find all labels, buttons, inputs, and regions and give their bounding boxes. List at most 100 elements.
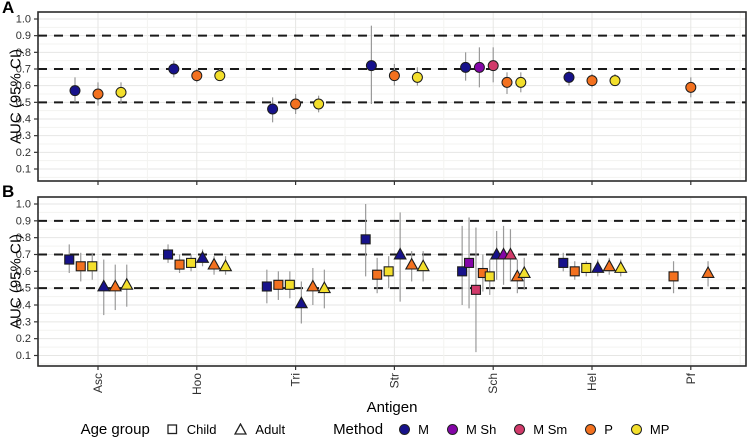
data-point-square (470, 284, 482, 295)
method-legend-label: P (604, 421, 613, 437)
panel-B-border (37, 196, 747, 367)
data-point-circle (388, 70, 400, 82)
x-tick-label-hel: Hel (585, 373, 599, 391)
x-tick-label-hoo: Hoo (190, 373, 204, 395)
data-point-circle (313, 98, 325, 110)
data-point-triangle (393, 247, 407, 260)
data-point-circle (214, 70, 226, 82)
data-point-circle (411, 71, 423, 83)
data-point-square (174, 259, 185, 270)
method-circle-icon (514, 423, 526, 435)
data-point-circle (115, 86, 127, 98)
data-point-square (581, 262, 592, 274)
method-legend-label: M Sh (465, 421, 497, 437)
panel-B-background (38, 197, 746, 366)
data-point-triangle (97, 279, 111, 292)
method-legend-item-m: M (399, 422, 429, 437)
data-point-triangle (517, 265, 531, 278)
y-tick-label: 0.2 (16, 147, 31, 159)
data-point-square (87, 261, 98, 272)
data-point-triangle (591, 260, 605, 273)
data-point-triangle (404, 257, 419, 270)
data-point-square (163, 249, 174, 260)
y-tick-label: 0.5 (16, 97, 31, 109)
y-tick-label: 0.8 (16, 232, 31, 244)
data-point-circle (365, 60, 377, 72)
age-group-legend-label: Adult (255, 421, 286, 437)
x-tick-label-tri: Tri (289, 373, 303, 387)
data-point-circle (487, 60, 499, 72)
data-point-triangle (207, 257, 221, 270)
y-tick-label: 0.4 (16, 300, 31, 312)
age-group-legend-item-adult: Adult (234, 422, 285, 437)
age-group-legend: Age group Child Adult (81, 421, 286, 438)
x-tick-label-sch: Sch (486, 373, 500, 394)
data-point-circle (460, 61, 472, 73)
data-point-circle (92, 88, 104, 100)
data-point-triangle (701, 265, 715, 278)
data-point-triangle (317, 281, 332, 294)
data-point-square (457, 266, 468, 277)
data-point-triangle (195, 250, 210, 263)
method-legend-items: M M Sh M Sm P MP (399, 422, 669, 437)
data-point-circle (168, 63, 180, 75)
legend-row: Age group Child Adult Method M M Sh M Sm P MP (0, 415, 750, 443)
x-tick-label-asc: Asc (91, 373, 105, 393)
x-axis-title: Antigen (366, 399, 418, 416)
data-point-triangle (108, 279, 122, 292)
method-legend-label: MP (649, 421, 670, 437)
y-tick-label: 0.8 (16, 47, 31, 59)
y-tick-label: 0.7 (16, 249, 31, 261)
y-tick-label: 0.9 (16, 30, 31, 42)
panel-A-background (38, 12, 746, 181)
method-legend-label: M Sm (533, 421, 568, 437)
data-point-square (64, 254, 75, 265)
y-tick-label: 0.6 (16, 80, 31, 92)
square-icon (167, 424, 177, 435)
y-tick-label: 0.9 (16, 215, 31, 227)
y-axis-title-panel-b: AUC (95% CI) (7, 233, 25, 330)
data-point-triangle (503, 247, 518, 260)
y-tick-label: 0.4 (16, 114, 31, 126)
method-circle-icon (585, 423, 597, 435)
data-point-square (668, 271, 679, 282)
data-point-circle (267, 103, 279, 115)
method-legend-item-p: P (585, 422, 613, 437)
data-point-circle (473, 61, 485, 73)
data-point-circle (515, 76, 527, 88)
method-legend: Method M M Sh M Sm P MP (333, 421, 669, 438)
panel-A-border (37, 11, 747, 182)
data-point-circle (685, 81, 697, 93)
data-point-square (484, 271, 495, 282)
data-point-square (463, 257, 475, 268)
data-point-square (360, 234, 371, 245)
data-point-triangle (120, 277, 134, 290)
age-group-legend-item-child: Child (166, 422, 216, 437)
x-tick-label-pf: Pf (684, 372, 698, 384)
data-point-square (273, 279, 284, 290)
data-point-square (75, 261, 86, 272)
y-tick-label: 0.3 (16, 130, 31, 142)
method-legend-label: M (418, 421, 429, 437)
data-point-triangle (416, 259, 430, 272)
method-legend-title: Method (333, 420, 384, 438)
y-tick-label: 1.0 (16, 14, 31, 26)
data-point-square (383, 266, 394, 277)
data-point-circle (69, 85, 81, 97)
y-tick-label: 0.6 (16, 266, 31, 278)
data-point-square (372, 269, 383, 280)
data-point-square (569, 266, 580, 277)
panel-a-label: A (2, 0, 15, 17)
age-group-legend-title: Age group (80, 420, 150, 438)
x-tick-label-str: Str (387, 373, 401, 388)
y-tick-label: 0.3 (16, 316, 31, 328)
method-circle-icon (446, 423, 458, 435)
age-group-legend-items: Child Adult (166, 422, 285, 437)
y-tick-label: 0.5 (16, 283, 31, 295)
data-point-circle (290, 98, 302, 110)
data-point-triangle (294, 296, 309, 309)
method-legend-item-m-sm: M Sm (514, 422, 567, 437)
data-point-square (284, 279, 295, 290)
y-tick-label: 0.1 (16, 350, 31, 362)
